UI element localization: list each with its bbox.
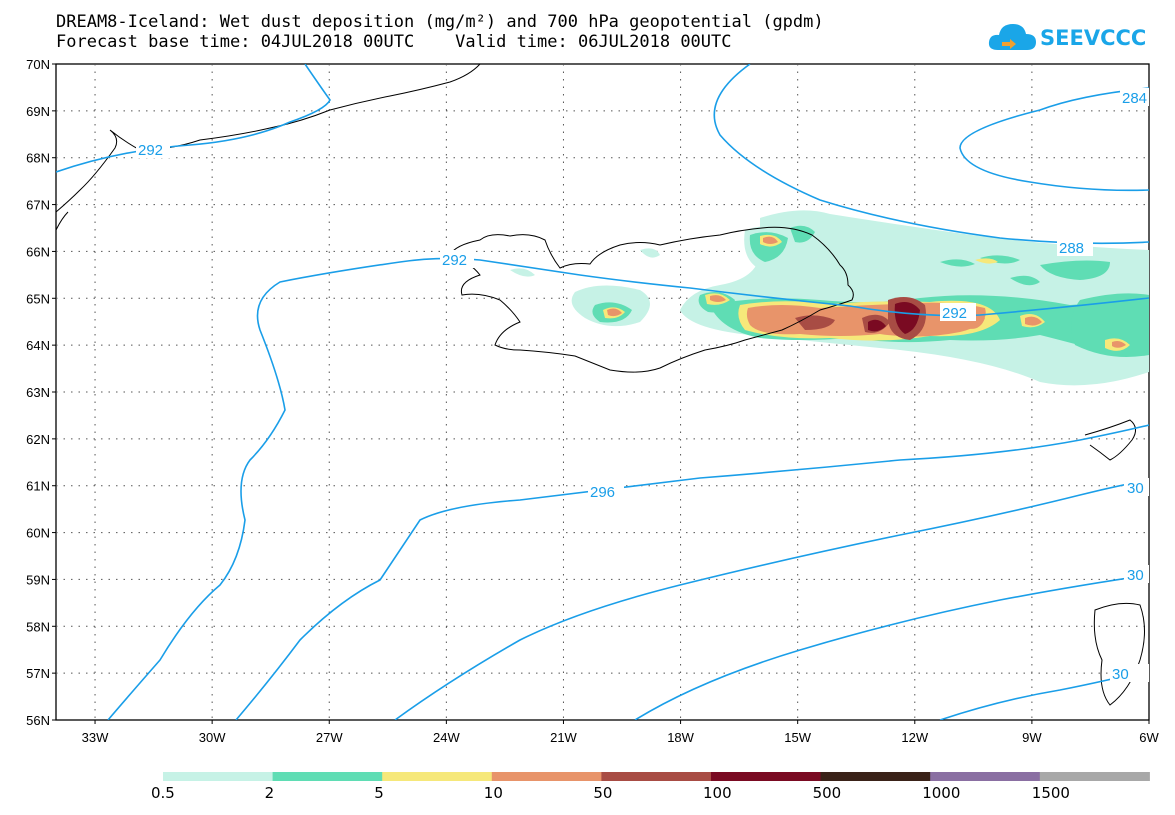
contour-label: 292 — [138, 142, 163, 159]
lat-label: 63N — [26, 385, 50, 400]
lat-label: 65N — [26, 291, 50, 306]
lat-label: 58N — [26, 619, 50, 634]
contour-label: 296 — [590, 484, 615, 501]
plot-frame — [55, 63, 1150, 721]
legend-swatch — [820, 772, 931, 781]
lon-label: 15W — [784, 730, 811, 745]
map-title-line2: Forecast base time: 04JUL2018 00UTC Vali… — [56, 32, 732, 52]
cloud-icon — [988, 24, 1036, 50]
lon-label: 9W — [1022, 730, 1042, 745]
legend-label: 50 — [593, 784, 613, 802]
legend-swatch — [491, 772, 602, 781]
lon-label: 24W — [433, 730, 460, 745]
contour-label: 284 — [1122, 90, 1147, 107]
legend-swatch — [930, 772, 1041, 781]
legend-swatch — [382, 772, 493, 781]
legend-swatch — [1039, 772, 1150, 781]
legend-label: 2 — [264, 784, 275, 802]
lon-label: 27W — [316, 730, 343, 745]
contour-label: 292 — [942, 305, 967, 322]
legend-label: 5 — [374, 784, 384, 802]
legend-swatch — [163, 772, 274, 781]
legend-label: 0.5 — [151, 784, 175, 802]
legend-label: 1000 — [922, 784, 961, 802]
seevccc-logo: SEEVCCC — [988, 20, 1148, 60]
geopotential-contours — [56, 64, 1149, 720]
contour-label: 292 — [442, 252, 467, 269]
lon-label: 12W — [901, 730, 928, 745]
contour-label: 30 — [1112, 666, 1129, 683]
latitude-labels: 70N 69N 68N 67N 66N 65N 64N 63N 62N 61N 60N 59N 58N 5… — [26, 57, 56, 728]
legend-swatch — [711, 772, 822, 781]
legend-swatch — [272, 772, 383, 781]
lat-label: 67N — [26, 198, 50, 213]
lat-label: 66N — [26, 244, 50, 259]
contour-label: 30 — [1127, 567, 1144, 584]
legend-label: 100 — [703, 784, 732, 802]
lat-label: 69N — [26, 104, 50, 119]
legend-label: 1500 — [1031, 784, 1070, 802]
contour-label: 288 — [1059, 240, 1084, 257]
map-title-line1: DREAM8-Iceland: Wet dust deposition (mg/… — [56, 12, 824, 32]
lat-label: 57N — [26, 666, 50, 681]
longitude-labels: 33W 30W 27W 24W 21W 18W 15W 12W 9W 6W — [82, 720, 1159, 745]
lat-label: 62N — [26, 432, 50, 447]
legend-label: 10 — [483, 784, 503, 802]
logo-text: SEEVCCC — [1040, 26, 1147, 50]
legend-colorbar — [163, 772, 1150, 781]
lat-label: 61N — [26, 479, 50, 494]
lon-label: 30W — [199, 730, 226, 745]
lon-label: 33W — [82, 730, 109, 745]
legend-label: 500 — [812, 784, 842, 802]
legend-swatch — [601, 772, 712, 781]
lat-label: 68N — [26, 151, 50, 166]
lat-label: 59N — [26, 572, 50, 587]
lat-label: 60N — [26, 526, 50, 541]
lon-label: 6W — [1139, 730, 1159, 745]
lon-label: 18W — [667, 730, 694, 745]
contour-label: 30 — [1127, 480, 1144, 497]
lat-label: 64N — [26, 338, 50, 353]
lat-label: 56N — [26, 713, 50, 728]
lon-label: 21W — [550, 730, 577, 745]
lat-label: 70N — [26, 57, 50, 72]
contour-labels: 292 292 284 288 292 296 30 30 30 — [136, 88, 1149, 683]
